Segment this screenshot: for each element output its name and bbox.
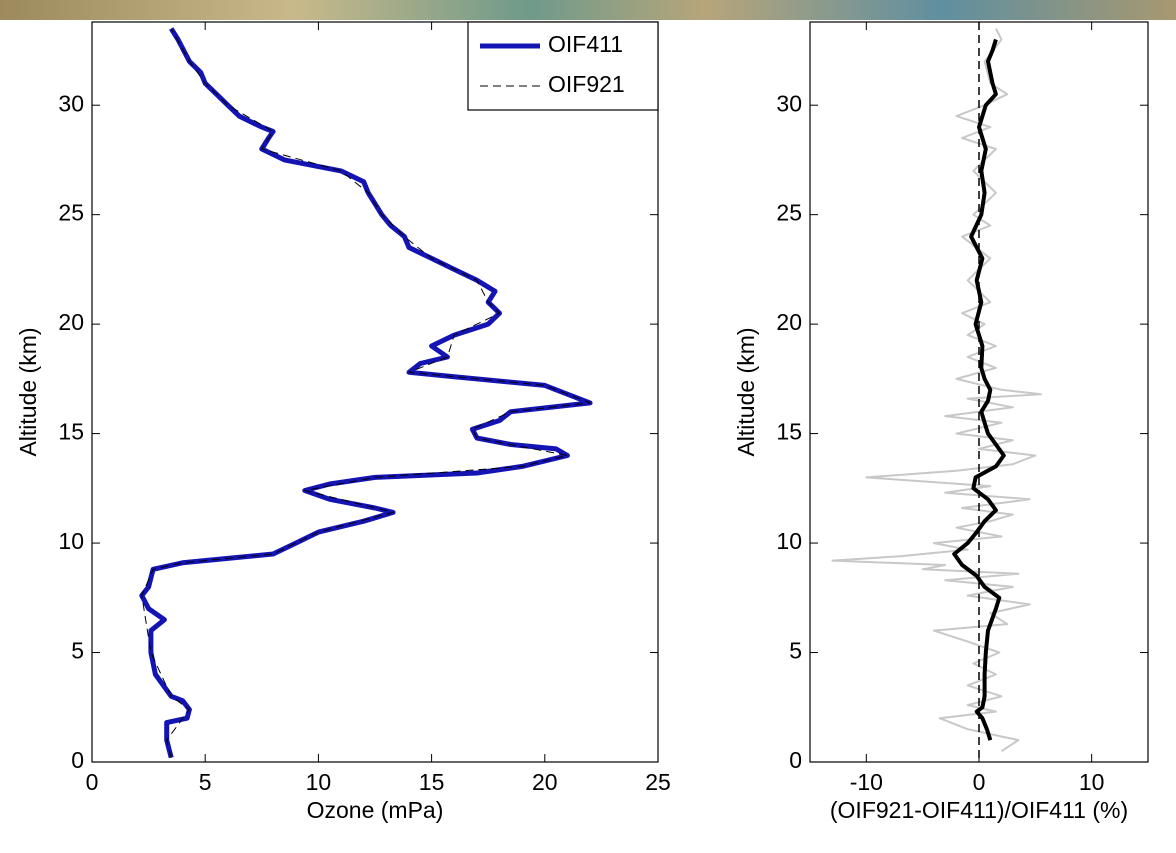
- y-tick-label: 0: [71, 747, 84, 773]
- legend-label: OIF921: [548, 71, 625, 97]
- x-tick-label: 5: [199, 769, 212, 795]
- y-tick-label: 25: [776, 200, 802, 226]
- x-tick-label: 25: [645, 769, 671, 795]
- legend-label: OIF411: [548, 31, 623, 57]
- y-tick-label: 25: [58, 200, 84, 226]
- y-tick-label: 15: [58, 419, 84, 445]
- data-line: [831, 28, 1042, 752]
- x-axis-label: (OIF921-OIF411)/OIF411 (%): [830, 797, 1128, 823]
- y-tick-label: 30: [776, 90, 802, 116]
- x-axis-label: Ozone (mPa): [307, 797, 444, 823]
- axes-frame: [91, 21, 659, 763]
- data-line: [141, 28, 591, 758]
- x-tick-label: 20: [532, 769, 558, 795]
- y-tick-label: 10: [58, 528, 84, 554]
- legend: OIF411 OIF921: [467, 21, 659, 111]
- x-tick-label: -10: [850, 769, 883, 795]
- data-line: [952, 38, 1006, 741]
- x-tick-label: 10: [306, 769, 332, 795]
- x-tick-label: 15: [419, 769, 445, 795]
- plot-area: [92, 22, 658, 762]
- y-tick-label: 0: [789, 747, 802, 773]
- legend-box: [467, 21, 659, 111]
- x-tick-label: 10: [1079, 769, 1105, 795]
- y-tick-label: 30: [58, 90, 84, 116]
- y-axis-label: Altitude (km): [15, 327, 41, 456]
- y-tick-label: 5: [789, 638, 802, 664]
- y-tick-label: 20: [58, 309, 84, 335]
- y-tick-label: 15: [776, 419, 802, 445]
- background-banner: [0, 0, 1176, 20]
- x-tick-label: 0: [86, 769, 99, 795]
- y-tick-label: 20: [776, 309, 802, 335]
- y-tick-label: 10: [776, 528, 802, 554]
- x-tick-label: 0: [973, 769, 986, 795]
- y-tick-label: 5: [71, 638, 84, 664]
- y-axis-label: Altitude (km): [733, 327, 759, 456]
